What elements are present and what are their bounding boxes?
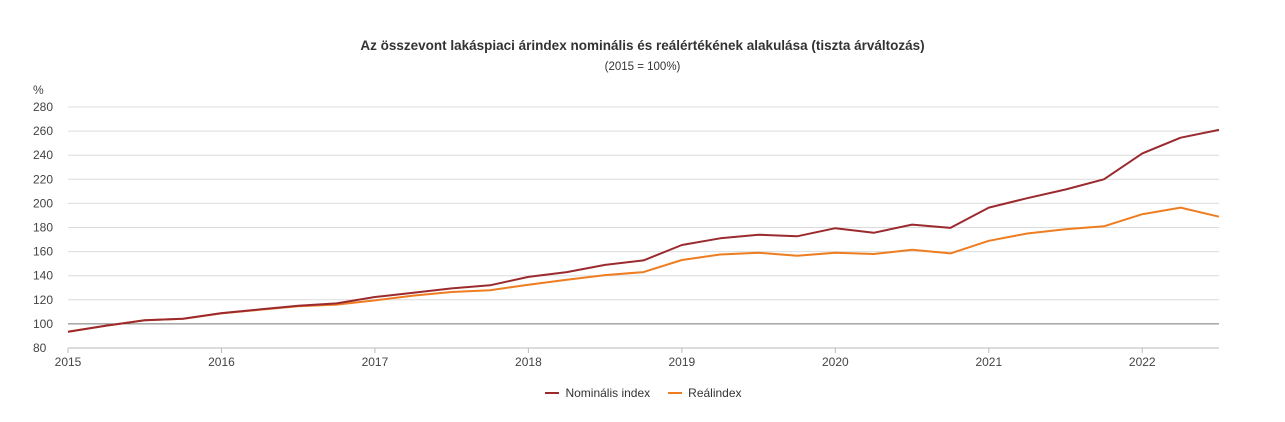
series-group: [67, 128, 1220, 333]
chart-subtitle: (2015 = 100%): [604, 61, 681, 73]
legend-label-nominal: Nominális index: [565, 386, 651, 400]
y-tick-label-220: 220: [33, 172, 53, 186]
legend: Nominális index Reálindex: [0, 386, 1285, 400]
legend-item-nominal[interactable]: Nominális index: [543, 386, 650, 400]
x-tick-label-2022: 2022: [1129, 355, 1156, 369]
series-line-real: [67, 206, 1220, 333]
series-line-nominal: [67, 128, 1220, 333]
gridlines: [68, 106, 1219, 301]
axes: 80 100 120 140 160 180 200 220 240 260 280 2015 2016…: [33, 100, 1219, 369]
y-tick-label-260: 260: [33, 124, 53, 138]
y-tick-label-80: 80: [33, 341, 47, 355]
legend-label-real: Reálindex: [688, 386, 742, 400]
y-tick-label-200: 200: [33, 196, 53, 210]
x-tick-label-2015: 2015: [55, 355, 82, 369]
chart-title: Az összevont lakáspiaci árindex nomináli…: [360, 38, 925, 53]
y-axis-label: %: [33, 83, 44, 97]
y-tick-label-180: 180: [33, 221, 53, 235]
x-tick-label-2021: 2021: [975, 355, 1002, 369]
x-tick-label-2018: 2018: [515, 355, 542, 369]
y-tick-label-100: 100: [33, 317, 53, 331]
x-tick-label-2017: 2017: [362, 355, 389, 369]
legend-swatch-real: [668, 392, 683, 394]
x-tick-label-2016: 2016: [208, 355, 235, 369]
x-tick-label-2019: 2019: [669, 355, 696, 369]
legend-item-real[interactable]: Reálindex: [666, 386, 742, 400]
y-tick-label-280: 280: [33, 100, 53, 114]
y-tick-label-240: 240: [33, 148, 53, 162]
legend-swatch-nominal: [545, 392, 560, 394]
y-tick-label-120: 120: [33, 293, 53, 307]
y-tick-label-140: 140: [33, 269, 53, 283]
x-tick-label-2020: 2020: [822, 355, 849, 369]
y-tick-label-160: 160: [33, 245, 53, 259]
